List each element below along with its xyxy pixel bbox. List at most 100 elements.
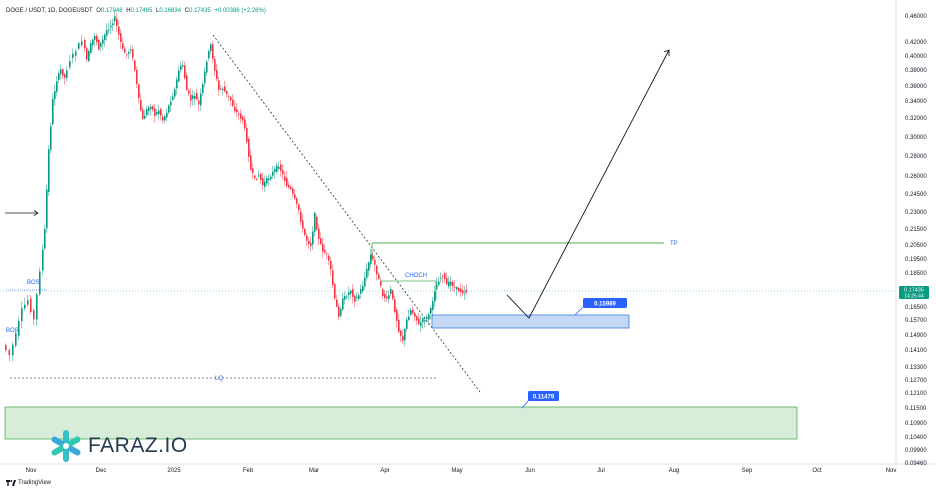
candle-body[interactable]: [450, 281, 452, 286]
candle-body[interactable]: [262, 178, 264, 186]
candle-body[interactable]: [364, 277, 366, 287]
candle-body[interactable]: [186, 75, 188, 90]
candle-body[interactable]: [244, 119, 246, 129]
candle-body[interactable]: [156, 111, 158, 115]
candle-body[interactable]: [378, 274, 380, 279]
candle-body[interactable]: [398, 319, 400, 332]
callout-box-demand[interactable]: [583, 298, 627, 308]
candle-body[interactable]: [418, 318, 420, 325]
candle-body[interactable]: [72, 53, 74, 59]
candle-body[interactable]: [242, 116, 244, 121]
candle-body[interactable]: [254, 175, 256, 179]
candle-body[interactable]: [166, 112, 168, 118]
demand-zone[interactable]: [431, 314, 630, 329]
candle-body[interactable]: [442, 276, 444, 278]
candle-body[interactable]: [160, 109, 162, 116]
candle-body[interactable]: [446, 278, 448, 285]
candle-body[interactable]: [382, 289, 384, 297]
candle-body[interactable]: [104, 34, 106, 41]
candle-body[interactable]: [256, 179, 258, 180]
candle-body[interactable]: [374, 259, 376, 265]
candle-body[interactable]: [228, 95, 230, 97]
candle-body[interactable]: [314, 213, 316, 232]
candle-body[interactable]: [392, 290, 394, 299]
time-axis[interactable]: Nov Dec 2025 Feb Mar Apr May Jun Jul Aug Sep Oct Nov: [26, 468, 897, 474]
candle-body[interactable]: [402, 335, 404, 341]
candle-body[interactable]: [50, 126, 52, 150]
candle-body[interactable]: [102, 39, 104, 44]
candle-body[interactable]: [328, 255, 330, 261]
candle-body[interactable]: [438, 281, 440, 285]
candle-body[interactable]: [274, 168, 276, 173]
candle-body[interactable]: [15, 333, 17, 346]
candle-body[interactable]: [290, 186, 292, 190]
candle-body[interactable]: [90, 43, 92, 53]
plot-area[interactable]: [0, 0, 896, 464]
candle-body[interactable]: [432, 301, 434, 310]
candle-body[interactable]: [318, 228, 320, 240]
candle-body[interactable]: [176, 79, 178, 89]
candle-body[interactable]: [216, 69, 218, 80]
candle-body[interactable]: [66, 70, 68, 78]
candle-body[interactable]: [420, 322, 422, 326]
candle-body[interactable]: [164, 116, 166, 121]
candle-body[interactable]: [444, 273, 446, 279]
candle-body[interactable]: [276, 165, 278, 172]
candle-body[interactable]: [116, 18, 118, 27]
candle-body[interactable]: [465, 289, 468, 292]
candle-body[interactable]: [310, 242, 312, 247]
candle-body[interactable]: [386, 296, 388, 299]
candle-body[interactable]: [54, 91, 56, 100]
candle-body[interactable]: [212, 44, 214, 59]
candle-body[interactable]: [204, 71, 206, 84]
candle-body[interactable]: [230, 97, 232, 101]
candle-body[interactable]: [320, 238, 322, 244]
candle-body[interactable]: [236, 109, 238, 113]
candle-body[interactable]: [192, 95, 194, 99]
candle-body[interactable]: [384, 294, 386, 298]
candle-body[interactable]: [246, 128, 248, 142]
candle-body[interactable]: [174, 89, 176, 97]
candle-body[interactable]: [312, 231, 314, 245]
candle-body[interactable]: [75, 51, 77, 56]
candle-body[interactable]: [84, 39, 86, 49]
candle-body[interactable]: [190, 94, 192, 101]
candle-body[interactable]: [120, 33, 122, 42]
candle-body[interactable]: [462, 290, 464, 294]
candle-body[interactable]: [456, 287, 458, 290]
candle-body[interactable]: [408, 316, 410, 321]
candle-body[interactable]: [170, 101, 172, 106]
candle-body[interactable]: [412, 309, 414, 314]
candle-body[interactable]: [238, 113, 240, 115]
candle-body[interactable]: [362, 285, 364, 292]
candle-body[interactable]: [298, 204, 300, 211]
candle-body[interactable]: [52, 98, 54, 125]
candle-body[interactable]: [430, 308, 432, 314]
candle-body[interactable]: [464, 292, 466, 294]
candle-body[interactable]: [326, 253, 328, 255]
candle-body[interactable]: [110, 25, 112, 28]
candle-body[interactable]: [436, 285, 438, 289]
candle-body[interactable]: [36, 294, 38, 320]
candle-body[interactable]: [8, 349, 11, 356]
candle-body[interactable]: [300, 211, 302, 222]
candle-body[interactable]: [302, 220, 304, 229]
candle-body[interactable]: [330, 260, 332, 270]
candle-body[interactable]: [188, 90, 190, 94]
candle-body[interactable]: [182, 65, 184, 67]
candle-body[interactable]: [56, 81, 58, 92]
candle-body[interactable]: [240, 113, 242, 119]
candle-body[interactable]: [448, 281, 450, 287]
candle-body[interactable]: [428, 314, 430, 320]
candle-body[interactable]: [284, 176, 286, 181]
candle-body[interactable]: [234, 106, 236, 112]
candle-body[interactable]: [88, 51, 90, 62]
candle-body[interactable]: [122, 43, 124, 49]
candles[interactable]: [5, 9, 468, 362]
candle-body[interactable]: [400, 330, 402, 336]
candle-body[interactable]: [354, 295, 356, 302]
candle-body[interactable]: [124, 48, 126, 53]
candle-body[interactable]: [132, 49, 134, 58]
candle-body[interactable]: [426, 316, 428, 319]
